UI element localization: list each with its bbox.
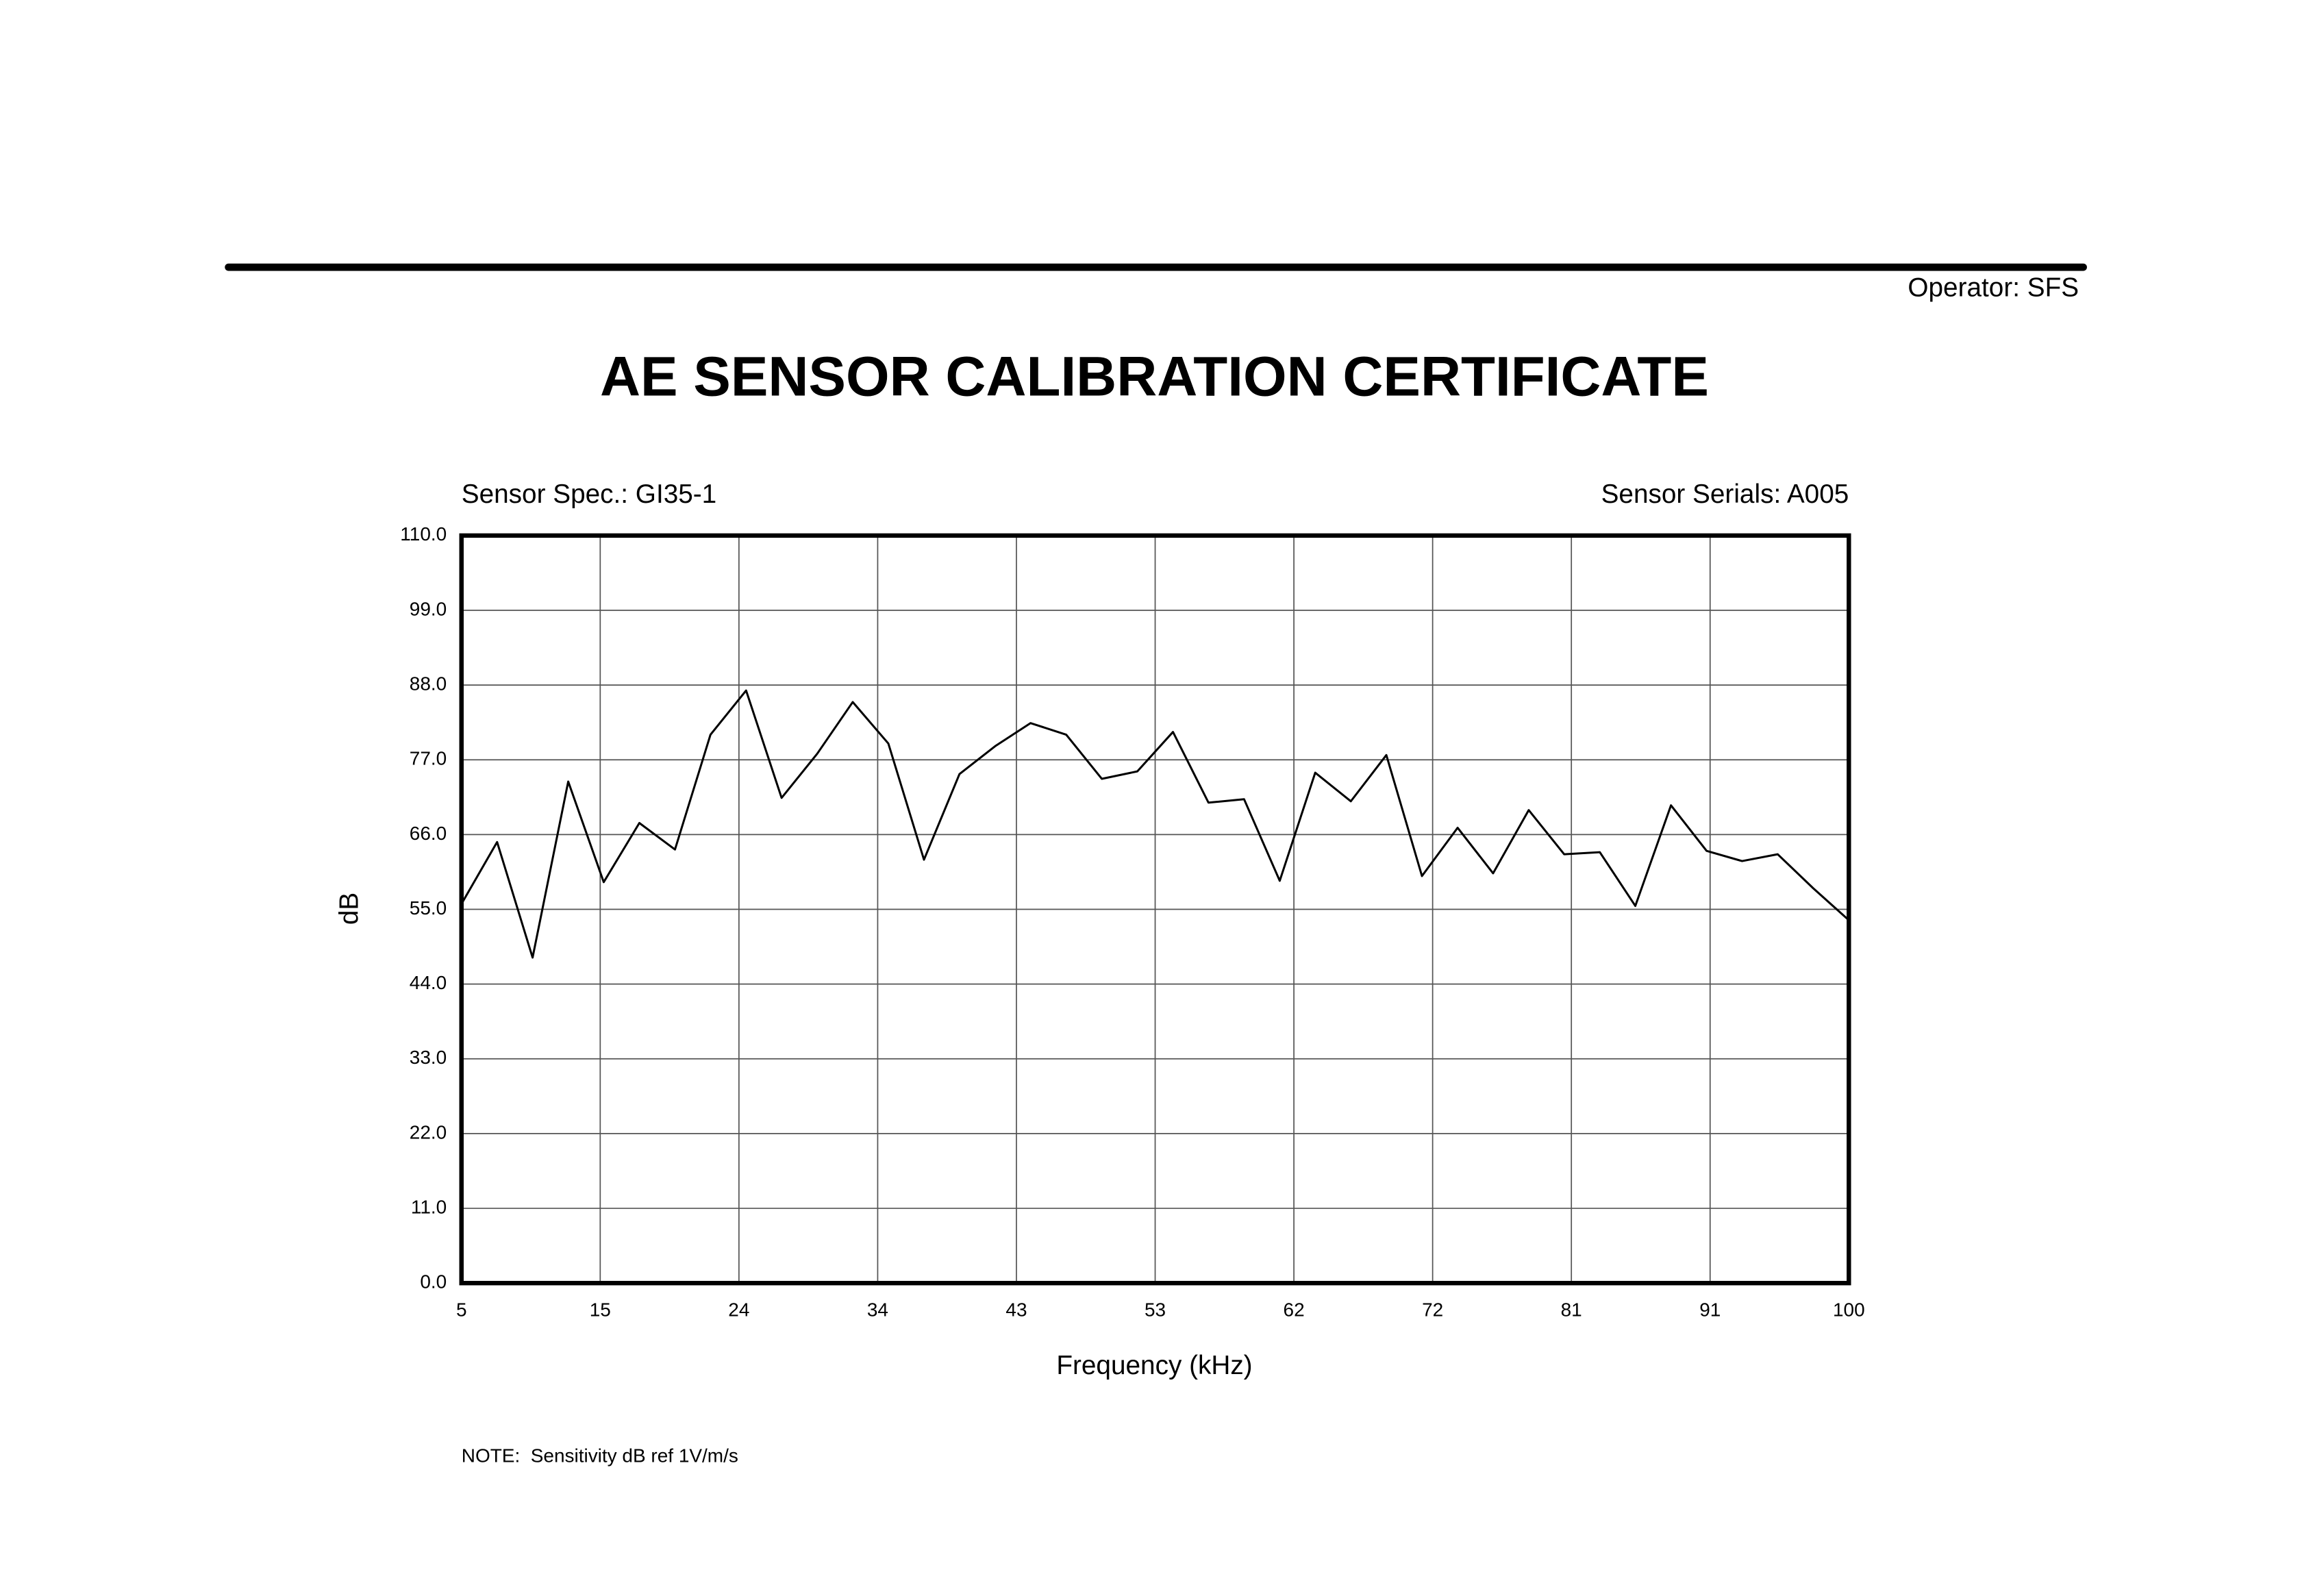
x-tick-label: 62 xyxy=(1284,1299,1305,1320)
y-tick-label: 99.0 xyxy=(410,598,447,619)
y-tick-label: 33.0 xyxy=(410,1047,447,1068)
y-tick-label: 88.0 xyxy=(410,673,447,695)
y-tick-label: 55.0 xyxy=(410,897,447,919)
y-tick-label: 66.0 xyxy=(410,823,447,844)
x-tick-label: 91 xyxy=(1699,1299,1721,1320)
y-tick-label: 110.0 xyxy=(400,523,447,545)
x-axis-label: Frequency (kHz) xyxy=(1056,1351,1252,1380)
x-tick-label: 43 xyxy=(1005,1299,1027,1320)
y-axis-label: dB xyxy=(335,893,364,925)
y-tick-label: 11.0 xyxy=(411,1196,447,1217)
x-tick-label: 5 xyxy=(456,1299,467,1320)
x-tick-label: 15 xyxy=(590,1299,611,1320)
x-tick-label: 72 xyxy=(1422,1299,1443,1320)
sensor-spec: Sensor Spec.: GI35-1 xyxy=(462,479,716,509)
y-tick-label: 22.0 xyxy=(410,1121,447,1143)
x-tick-label: 53 xyxy=(1145,1299,1166,1320)
data-line xyxy=(460,689,1850,959)
sensor-serials: Sensor Serials: A005 xyxy=(1601,479,1849,509)
x-tick-label: 34 xyxy=(867,1299,888,1320)
x-tick-label: 81 xyxy=(1561,1299,1582,1320)
operator: Operator: SFS xyxy=(1908,273,2079,303)
x-tick-label: 100 xyxy=(1833,1299,1865,1320)
y-tick-label: 0.0 xyxy=(420,1271,447,1293)
note: NOTE: Sensitivity dB ref 1V/m/s xyxy=(462,1445,738,1467)
x-tick-label: 24 xyxy=(728,1299,749,1320)
plot-frame xyxy=(459,533,1851,1286)
y-tick-label: 77.0 xyxy=(410,748,447,769)
y-tick-label: 44.0 xyxy=(410,972,447,993)
chart-title: AE SENSOR CALIBRATION CERTIFICATE xyxy=(600,345,1709,408)
